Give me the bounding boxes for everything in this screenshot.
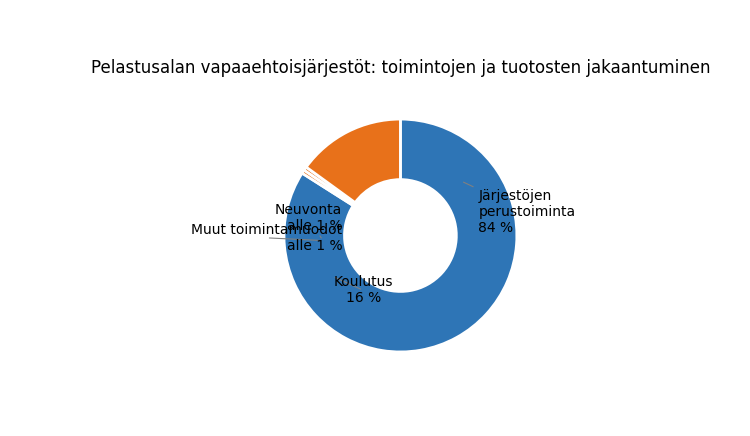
Title: Pelastusalan vapaaehtoisjärjestöt: toimintojen ja tuotosten jakaantuminen: Pelastusalan vapaaehtoisjärjestöt: toimi… (91, 59, 710, 77)
Wedge shape (302, 170, 354, 205)
Wedge shape (284, 119, 517, 352)
Text: Muut toimintamuodot
alle 1 %: Muut toimintamuodot alle 1 % (191, 223, 342, 253)
Text: Koulutus
16 %: Koulutus 16 % (334, 275, 393, 305)
Wedge shape (304, 167, 355, 204)
Wedge shape (306, 119, 401, 203)
Text: Järjestöjen
perustoiminta
84 %: Järjestöjen perustoiminta 84 % (464, 182, 575, 235)
Text: Neuvonta
alle 1 %: Neuvonta alle 1 % (275, 203, 342, 238)
